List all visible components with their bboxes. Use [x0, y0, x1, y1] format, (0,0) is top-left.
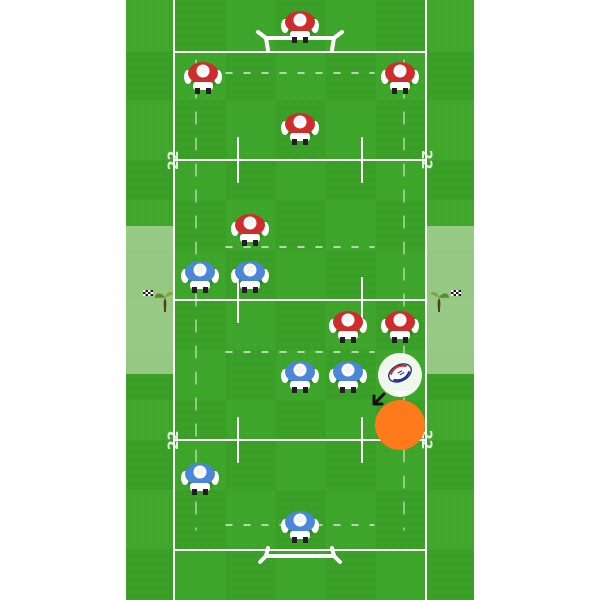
red-player-3[interactable]	[381, 62, 419, 94]
rugby-ball-icon	[388, 363, 412, 383]
checkered-flag-plant-icon	[430, 290, 461, 312]
sponsor-logo-left	[143, 290, 174, 312]
blue-player-7[interactable]	[281, 511, 319, 543]
rugby-game-board[interactable]: 22 22 22 22	[126, 0, 474, 600]
blue-player-2[interactable]	[231, 261, 269, 293]
top-right-22-label: 22	[418, 150, 434, 169]
red-player-4[interactable]	[281, 113, 319, 145]
red-player-5[interactable]	[231, 214, 269, 246]
ball-carrier-highlight[interactable]	[375, 400, 425, 450]
red-player-6[interactable]	[329, 311, 367, 343]
ball-bubble[interactable]	[378, 353, 422, 397]
blue-player-6[interactable]	[181, 463, 219, 495]
arrow-down-left-icon	[372, 392, 386, 406]
blue-player-1[interactable]	[181, 261, 219, 293]
rugby-pitch[interactable]: 22 22 22 22	[126, 0, 474, 600]
red-player-1[interactable]	[281, 11, 319, 43]
players-layer[interactable]	[181, 11, 419, 543]
top-left-22-label: 22	[166, 151, 182, 170]
red-player-7[interactable]	[381, 311, 419, 343]
bottom-goal-posts	[258, 546, 342, 564]
red-player-2[interactable]	[184, 62, 222, 94]
touch-zone-right	[426, 226, 474, 374]
checkered-flag-plant-icon	[143, 290, 174, 312]
blue-player-4[interactable]	[329, 361, 367, 393]
touch-zone-left	[126, 226, 174, 374]
bottom-left-22-label: 22	[166, 431, 182, 450]
field-lines	[173, 0, 427, 600]
blue-player-3[interactable]	[281, 361, 319, 393]
sponsor-logo-right	[430, 290, 461, 312]
